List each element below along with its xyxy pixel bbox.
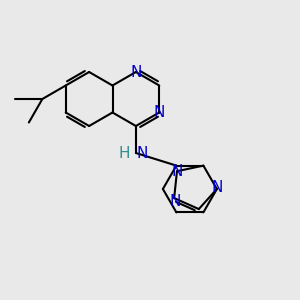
Text: N: N bbox=[130, 64, 142, 80]
Text: N: N bbox=[136, 146, 148, 160]
Text: N: N bbox=[211, 180, 223, 195]
Text: N: N bbox=[154, 105, 165, 120]
Text: N: N bbox=[171, 164, 183, 179]
Text: H: H bbox=[118, 146, 130, 160]
Text: N: N bbox=[170, 194, 181, 208]
